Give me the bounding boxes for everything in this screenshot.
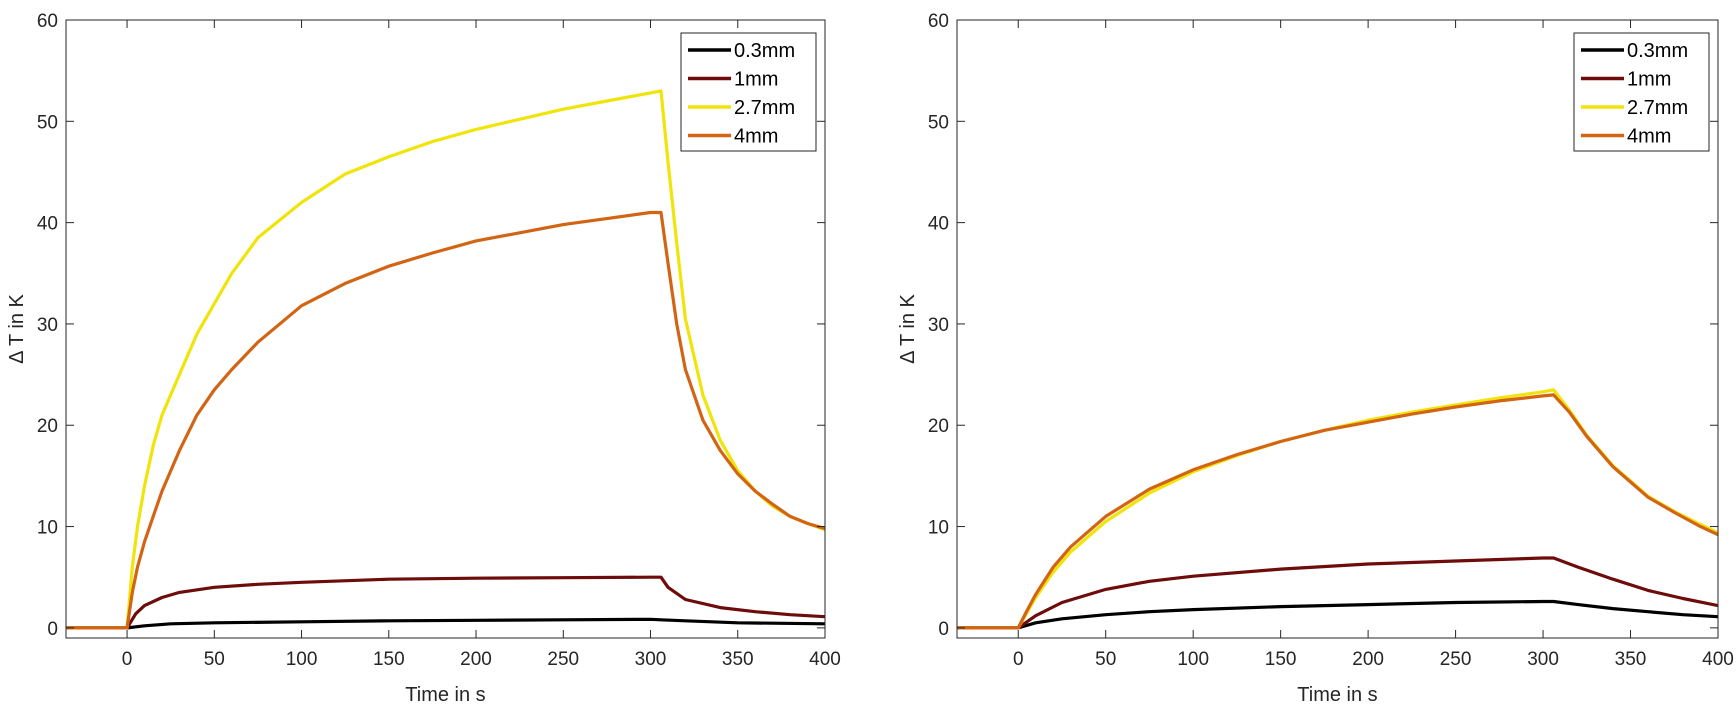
x-tick-label: 400	[1702, 649, 1734, 670]
x-tick-label: 100	[286, 649, 318, 670]
series-line-2-7mm	[957, 388, 1718, 630]
legend-box	[680, 32, 817, 152]
legend-label: 2.7mm	[1627, 97, 1688, 119]
y-tick-label: 30	[37, 315, 58, 336]
x-tick-label: 250	[1440, 649, 1472, 670]
x-axis-title: Time in s	[1297, 684, 1377, 706]
x-tick-label: 100	[1177, 649, 1209, 670]
y-axis-title: Δ T in K	[897, 293, 919, 363]
series-line-4mm	[66, 210, 825, 630]
x-tick-label: 50	[1095, 649, 1116, 670]
y-tick-label: 50	[37, 112, 58, 133]
series-line-1mm	[957, 556, 1718, 630]
x-tick-label: 300	[635, 649, 667, 670]
x-tick-label: 150	[373, 649, 405, 670]
legend-label: 4mm	[1627, 126, 1671, 148]
legend-label: 0.3mm	[1627, 40, 1688, 62]
x-tick-label: 150	[1265, 649, 1297, 670]
legend: 0.3mm 1mm 2.7mm 4mm	[1573, 32, 1710, 152]
y-tick-label: 20	[37, 416, 58, 437]
y-axis-title: Δ T in K	[6, 293, 28, 363]
x-tick-label: 350	[722, 649, 754, 670]
chart-panel-2: 0 50 100 150 200 250 300 350 400 0 10 20 30 40 50 60 Tim…	[897, 11, 1734, 706]
legend-label: 1mm	[734, 69, 778, 91]
y-tick-label: 10	[37, 518, 58, 539]
y-tick-label: 50	[928, 112, 949, 133]
x-tick-label: 50	[204, 649, 225, 670]
x-tick-label: 400	[809, 649, 841, 670]
y-tick-label: 40	[928, 214, 949, 235]
legend-label: 2.7mm	[734, 97, 795, 119]
y-tick-label: 0	[938, 619, 949, 640]
legend-label: 1mm	[1627, 69, 1671, 91]
series-line-0-3mm	[66, 617, 825, 630]
y-tick-label: 20	[928, 416, 949, 437]
series-line-0-3mm	[957, 599, 1718, 630]
chart-panel-1: 0 50 100 150 200 250 300 350 400 0 10 20 30 40 50 60 Tim…	[6, 11, 841, 706]
legend-label: 4mm	[734, 126, 778, 148]
legend-label: 0.3mm	[734, 40, 795, 62]
x-tick-label: 200	[1352, 649, 1384, 670]
y-tick-label: 60	[928, 11, 949, 32]
y-tick-label: 0	[47, 619, 58, 640]
x-tick-label: 200	[460, 649, 492, 670]
y-tick-label: 10	[928, 518, 949, 539]
x-tick-label: 250	[547, 649, 579, 670]
y-tick-label: 60	[37, 11, 58, 32]
series-line-4mm	[957, 393, 1718, 630]
plot-frame	[956, 19, 1719, 639]
legend-box	[1573, 32, 1710, 152]
y-tick-label: 30	[928, 315, 949, 336]
x-tick-label: 300	[1527, 649, 1559, 670]
series-line-2-7mm	[66, 89, 825, 630]
x-tick-label: 0	[122, 649, 133, 670]
x-tick-label: 0	[1013, 649, 1024, 670]
x-axis-title: Time in s	[405, 684, 485, 706]
x-tick-label: 350	[1615, 649, 1647, 670]
y-tick-label: 40	[37, 214, 58, 235]
legend: 0.3mm 1mm 2.7mm 4mm	[680, 32, 817, 152]
series-line-1mm	[66, 575, 825, 630]
plot-frame	[65, 19, 826, 639]
